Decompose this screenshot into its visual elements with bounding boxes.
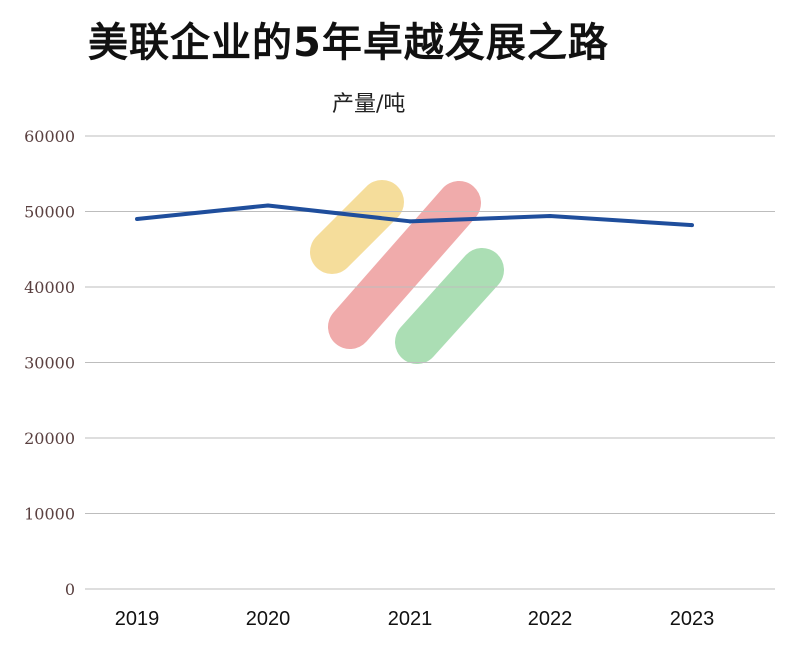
y-axis: 0 10000 20000 30000 40000 50000 60000 <box>24 127 75 599</box>
data-point <box>135 217 139 222</box>
chart-title: 美联企业的5年卓越发展之路 <box>88 20 609 66</box>
x-tick-label: 2023 <box>670 608 715 630</box>
y-tick-label: 30000 <box>24 354 75 373</box>
y-unit-label: 产量/吨 <box>332 92 406 117</box>
green-pill <box>395 248 504 364</box>
series-line <box>136 203 693 228</box>
data-point <box>548 214 552 219</box>
logo-decoration <box>310 180 504 364</box>
y-tick-label: 0 <box>65 580 75 599</box>
y-tick-label: 50000 <box>24 203 75 222</box>
data-point <box>690 223 694 228</box>
y-tick-label: 40000 <box>24 278 75 297</box>
x-tick-label: 2019 <box>115 608 160 630</box>
y-tick-label: 20000 <box>24 429 75 448</box>
x-tick-label: 2020 <box>246 608 291 630</box>
y-tick-label: 10000 <box>24 505 75 524</box>
data-point <box>408 219 412 224</box>
yellow-pill <box>310 180 404 274</box>
y-tick-label: 60000 <box>24 127 75 146</box>
series-group <box>135 203 694 228</box>
x-tick-label: 2022 <box>528 608 573 630</box>
x-axis: 2019 2020 2021 2022 2023 <box>115 608 715 630</box>
x-tick-label: 2021 <box>388 608 433 630</box>
gridlines <box>85 135 775 590</box>
data-point <box>266 203 270 208</box>
red-pill <box>328 181 481 349</box>
